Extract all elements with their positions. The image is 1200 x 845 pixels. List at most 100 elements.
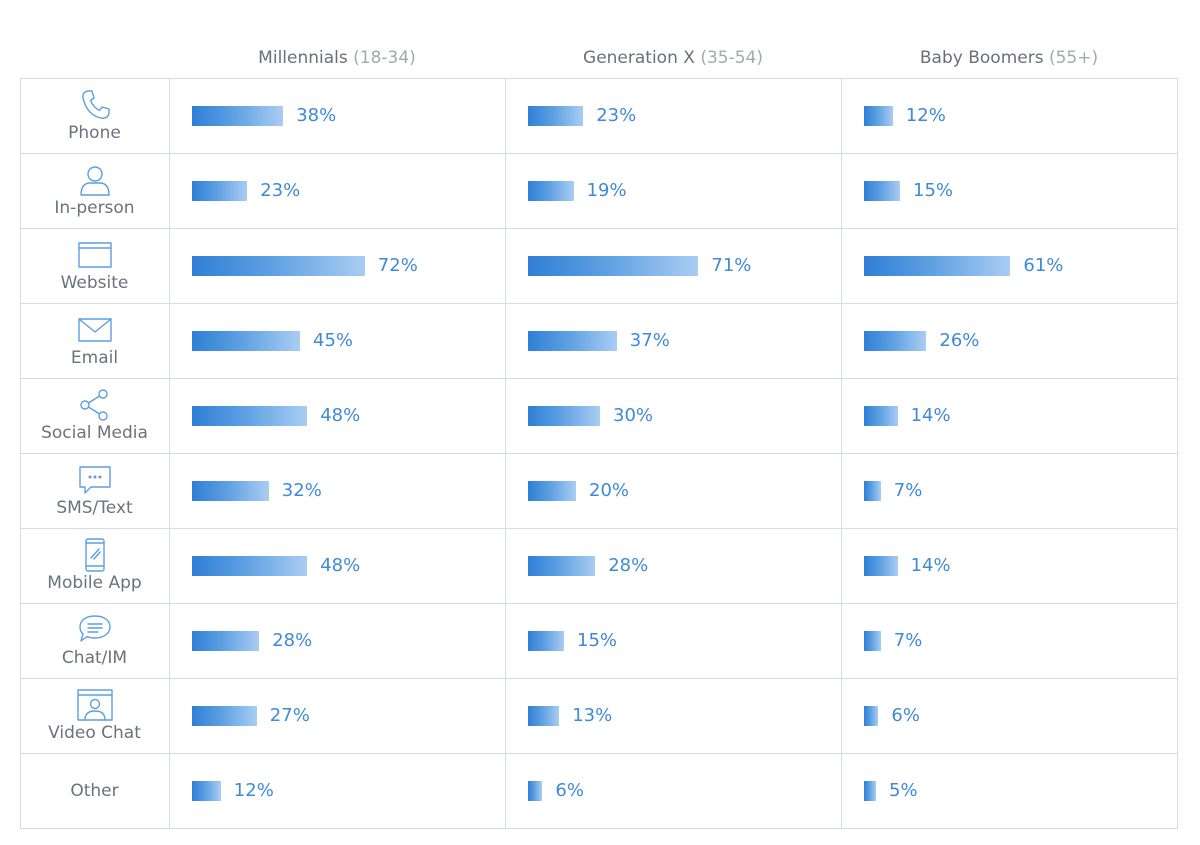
bar	[528, 330, 617, 351]
category-label: Email	[70, 348, 119, 368]
grid-row-line	[20, 78, 1178, 79]
video-chat-icon	[76, 689, 113, 721]
grid-column-line	[1177, 78, 1178, 828]
grid-row-line	[20, 453, 1178, 454]
category-label: Chat/IM	[61, 648, 128, 668]
grid-column-line	[20, 78, 21, 828]
column-header: Baby Boomers (55+)	[841, 45, 1177, 71]
data-label: 32%	[281, 479, 322, 501]
column-header-name: Generation X	[583, 48, 695, 68]
column-header-range: (35-54)	[700, 48, 763, 68]
bar	[864, 180, 900, 201]
bar	[864, 705, 879, 726]
bar	[192, 180, 248, 201]
data-label: 48%	[320, 404, 361, 426]
data-label: 15%	[913, 179, 954, 201]
grid-column-line	[169, 78, 170, 828]
data-label: 26%	[939, 329, 980, 351]
bar	[864, 555, 898, 576]
column-header-name: Millennials	[258, 48, 348, 68]
bar	[192, 630, 260, 651]
category-cell: Website	[20, 228, 169, 303]
data-label: 13%	[572, 704, 613, 726]
bar	[864, 405, 898, 426]
data-label: 23%	[260, 179, 301, 201]
data-label: 72%	[377, 254, 418, 276]
category-cell: Chat/IM	[20, 603, 169, 678]
category-cell: Video Chat	[20, 678, 169, 753]
category-cell: Other	[20, 753, 169, 828]
bar	[528, 705, 560, 726]
grid-row-line	[20, 303, 1178, 304]
bar	[528, 555, 596, 576]
data-label: 28%	[272, 629, 313, 651]
column-header-range: (55+)	[1048, 48, 1099, 68]
grid-row-line	[20, 153, 1178, 154]
data-label: 15%	[577, 629, 618, 651]
bar	[192, 780, 221, 801]
category-cell: Phone	[20, 78, 169, 153]
data-label: 45%	[313, 329, 354, 351]
category-label: Video Chat	[48, 723, 141, 743]
data-label: 5%	[889, 779, 918, 801]
data-label: 6%	[555, 779, 584, 801]
category-label: In-person	[54, 198, 135, 218]
bar	[192, 255, 365, 276]
column-header-name: Baby Boomers	[919, 48, 1044, 68]
data-label: 19%	[586, 179, 627, 201]
column-header: Generation X (35-54)	[505, 45, 841, 71]
category-cell: SMS/Text	[20, 453, 169, 528]
data-label: 6%	[891, 704, 920, 726]
chat-bubble-lines-icon	[78, 615, 111, 642]
grid-row-line	[20, 228, 1178, 229]
bar	[192, 105, 284, 126]
bar	[528, 780, 543, 801]
bar	[528, 480, 576, 501]
bar	[192, 555, 308, 576]
data-label: 48%	[320, 554, 361, 576]
bar	[528, 180, 574, 201]
data-label: 61%	[1023, 254, 1064, 276]
category-label: SMS/Text	[56, 498, 133, 518]
grid-column-line	[841, 78, 842, 828]
phone-icon	[81, 90, 110, 119]
data-label: 37%	[629, 329, 670, 351]
column-header-range: (18-34)	[353, 48, 416, 68]
speech-bubble-dots-icon	[78, 466, 111, 494]
bar	[192, 705, 257, 726]
data-label: 38%	[296, 104, 337, 126]
category-label: Mobile App	[47, 573, 142, 593]
category-label: Website	[60, 273, 129, 293]
data-label: 12%	[905, 104, 946, 126]
grid-row-line	[20, 678, 1178, 679]
category-label: Phone	[68, 123, 121, 143]
bar	[528, 255, 699, 276]
smartphone-icon	[84, 538, 105, 572]
data-label: 12%	[233, 779, 274, 801]
bar	[192, 480, 269, 501]
bar	[528, 630, 564, 651]
bar	[528, 105, 584, 126]
category-label: Social Media	[41, 423, 148, 443]
category-cell: Social Media	[20, 378, 169, 453]
data-label: 7%	[893, 479, 923, 501]
data-label: 30%	[613, 404, 654, 426]
data-label: 27%	[269, 704, 310, 726]
data-label: 14%	[910, 404, 951, 426]
bar	[864, 105, 893, 126]
bar	[528, 405, 600, 426]
bar	[864, 330, 927, 351]
category-label: Other	[70, 780, 119, 801]
bar	[864, 255, 1011, 276]
chart-grid: Phone In-person Website Email Social Media SM…	[20, 78, 1178, 829]
data-label: 7%	[893, 629, 923, 651]
category-cell: Email	[20, 303, 169, 378]
bar	[192, 330, 300, 351]
envelope-icon	[77, 318, 112, 342]
category-cell: In-person	[20, 153, 169, 228]
data-label: 28%	[608, 554, 649, 576]
data-label: 71%	[711, 254, 752, 276]
data-label: 20%	[589, 479, 630, 501]
grid-row-line	[20, 603, 1178, 604]
